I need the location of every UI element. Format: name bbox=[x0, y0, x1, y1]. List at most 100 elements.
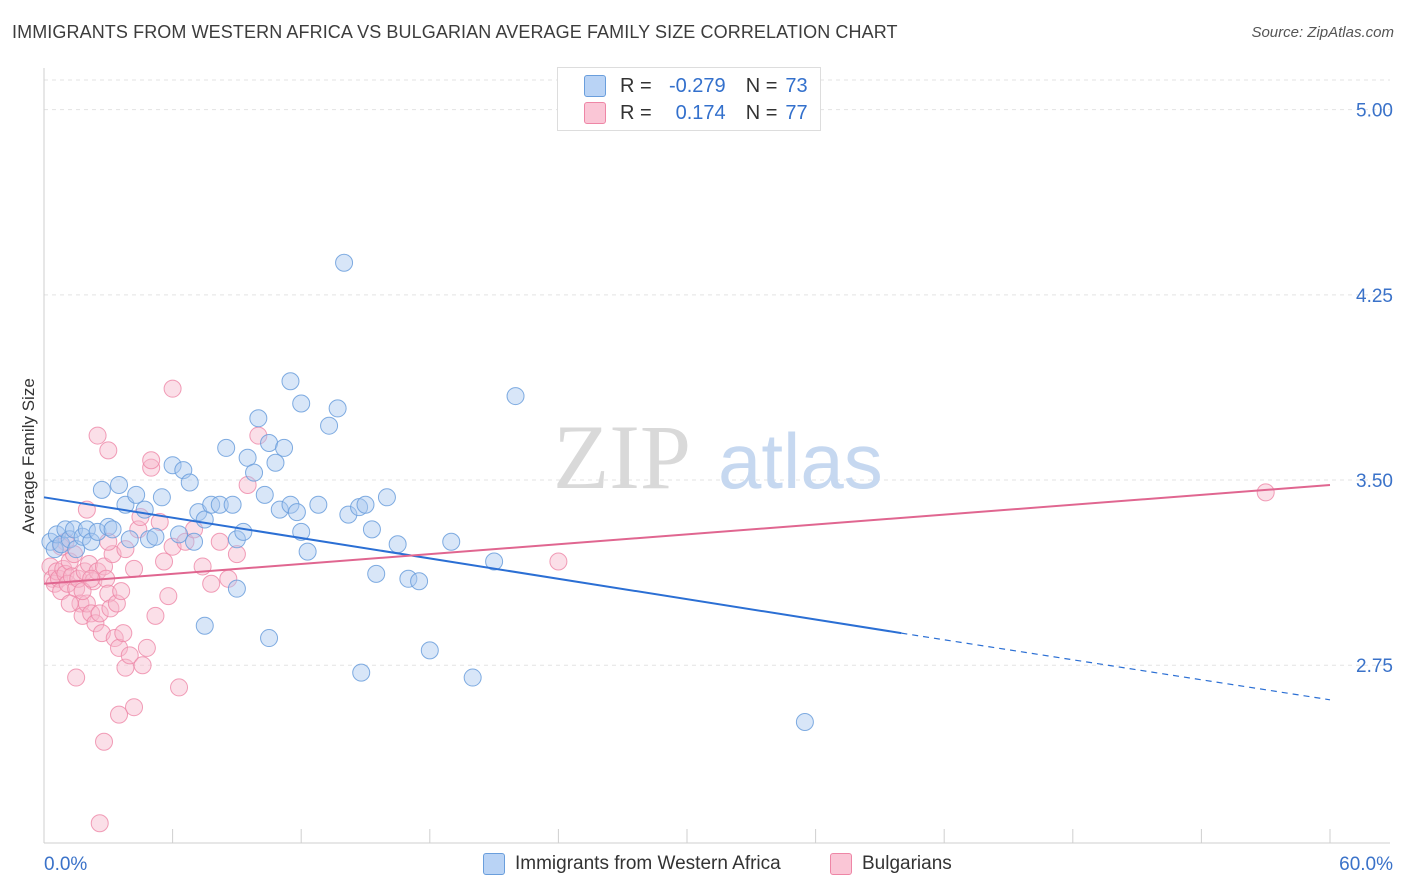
bulgarians-point bbox=[159, 587, 178, 606]
bulgarians-point bbox=[155, 552, 174, 571]
bottom-legend-label: Bulgarians bbox=[862, 853, 952, 874]
bulgarians-point bbox=[105, 629, 124, 648]
western-africa-point bbox=[266, 453, 285, 472]
tick-labels: 2.75 3.50 4.25 5.00 0.0% 60.0% bbox=[44, 101, 1393, 875]
watermark-zip: ZIP bbox=[553, 406, 691, 508]
bottom-legend-bulgarians: Bulgarians bbox=[830, 851, 952, 877]
bottom-legend-label: Immigrants from Western Africa bbox=[515, 853, 781, 874]
western-africa-point bbox=[238, 448, 257, 467]
western-africa-point bbox=[146, 527, 165, 546]
western-africa-point bbox=[287, 503, 306, 522]
legend-swatch-pink bbox=[584, 102, 606, 124]
legend-n-label: N = bbox=[745, 101, 778, 124]
bulgarians-point bbox=[73, 582, 92, 601]
western-africa-point bbox=[185, 532, 204, 551]
bulgarians-point bbox=[146, 606, 165, 625]
western-africa-point bbox=[234, 522, 253, 541]
western-africa-point bbox=[260, 629, 279, 648]
western-africa-point bbox=[399, 569, 418, 588]
trend-lines bbox=[43, 483, 1331, 701]
bulgarians-point bbox=[163, 379, 182, 398]
western-africa-point bbox=[463, 668, 482, 687]
y-tick-label: 4.25 bbox=[1356, 286, 1393, 307]
western-africa-point bbox=[180, 473, 199, 492]
y-tick-label: 3.50 bbox=[1356, 471, 1393, 492]
bulgarians-points bbox=[41, 379, 1275, 833]
legend-n-label: N = bbox=[745, 74, 778, 97]
western-africa-point bbox=[245, 463, 264, 482]
bulgarians-point bbox=[137, 638, 156, 657]
western-africa-point bbox=[227, 530, 246, 549]
bulgarians-point bbox=[125, 698, 144, 717]
bulgarians-point bbox=[142, 451, 161, 470]
source-label: Source: ZipAtlas.com bbox=[1251, 24, 1394, 41]
bulgarians-point bbox=[142, 458, 161, 477]
western-africa-point bbox=[420, 641, 439, 660]
western-africa-point bbox=[320, 416, 339, 435]
legend-r-label: R = bbox=[620, 74, 652, 97]
western-africa-point bbox=[275, 438, 294, 457]
western-africa-point bbox=[410, 572, 429, 591]
bulgarians-point bbox=[60, 594, 79, 613]
legend-swatch-blue bbox=[584, 75, 606, 97]
bulgarians-point bbox=[112, 582, 131, 601]
y-axis-label: Average Family Size bbox=[19, 378, 38, 534]
bulgarians-point bbox=[99, 441, 118, 460]
bulgarians-point bbox=[1256, 483, 1275, 502]
legend-row-bulgarians: R = 0.174 N = 77 bbox=[584, 100, 808, 126]
western-africa-point bbox=[249, 409, 268, 428]
western-africa-point bbox=[281, 495, 300, 514]
bulgarians-point bbox=[125, 559, 144, 578]
bulgarians-point bbox=[95, 732, 114, 751]
western-africa-point bbox=[88, 522, 107, 541]
western-africa-point bbox=[362, 520, 381, 539]
bottom-swatch-pink bbox=[830, 853, 852, 875]
bulgarians-point bbox=[170, 678, 189, 697]
x-tick-label: 0.0% bbox=[44, 854, 87, 875]
bulgarians-point bbox=[90, 814, 109, 833]
western-africa-point bbox=[795, 713, 814, 732]
bottom-swatch-blue bbox=[483, 853, 505, 875]
western-africa-point bbox=[335, 253, 354, 272]
legend-row-western-africa: R = -0.279 N = 73 bbox=[584, 73, 808, 99]
y-tick-label: 5.00 bbox=[1356, 101, 1393, 122]
western-africa-point bbox=[367, 564, 386, 583]
western-africa-point bbox=[227, 579, 246, 598]
western-africa-point bbox=[217, 438, 236, 457]
bulgarians-point bbox=[150, 512, 169, 531]
legend-n-value: 73 bbox=[785, 74, 808, 97]
western-africa-point bbox=[163, 456, 182, 475]
watermark-atlas: atlas bbox=[718, 417, 883, 505]
bottom-legend-western-africa: Immigrants from Western Africa bbox=[483, 851, 781, 877]
western-africa-point bbox=[298, 542, 317, 561]
bulgarians-point bbox=[110, 638, 129, 657]
western-africa-point bbox=[255, 485, 274, 504]
x-tick-label: 60.0% bbox=[1339, 854, 1393, 875]
western-africa-point bbox=[442, 532, 461, 551]
western-africa-point bbox=[388, 535, 407, 554]
western-africa-point bbox=[152, 488, 171, 507]
western-africa-point bbox=[377, 488, 396, 507]
western-africa-point bbox=[352, 663, 371, 682]
bulgarians-point bbox=[227, 545, 246, 564]
western-africa-point bbox=[82, 532, 101, 551]
western-africa-point bbox=[309, 495, 328, 514]
western-africa-point bbox=[292, 394, 311, 413]
western-africa-point bbox=[103, 520, 122, 539]
western-africa-point bbox=[223, 495, 242, 514]
western-africa-point bbox=[195, 616, 214, 635]
bulgarians-point bbox=[114, 624, 133, 643]
chart-title: IMMIGRANTS FROM WESTERN AFRICA VS BULGAR… bbox=[12, 22, 898, 42]
bulgarians-point bbox=[120, 646, 139, 665]
western-africa-trend-extension bbox=[901, 632, 1331, 701]
western-africa-points bbox=[41, 253, 814, 732]
bulgarians-point bbox=[202, 574, 221, 593]
legend-r-value: -0.279 bbox=[668, 74, 726, 97]
western-africa-point bbox=[127, 485, 146, 504]
bulgarians-point bbox=[86, 614, 105, 633]
western-africa-point bbox=[210, 495, 229, 514]
legend-n-value: 77 bbox=[785, 101, 808, 124]
bulgarians-point bbox=[210, 532, 229, 551]
bulgarians-point bbox=[88, 426, 107, 445]
